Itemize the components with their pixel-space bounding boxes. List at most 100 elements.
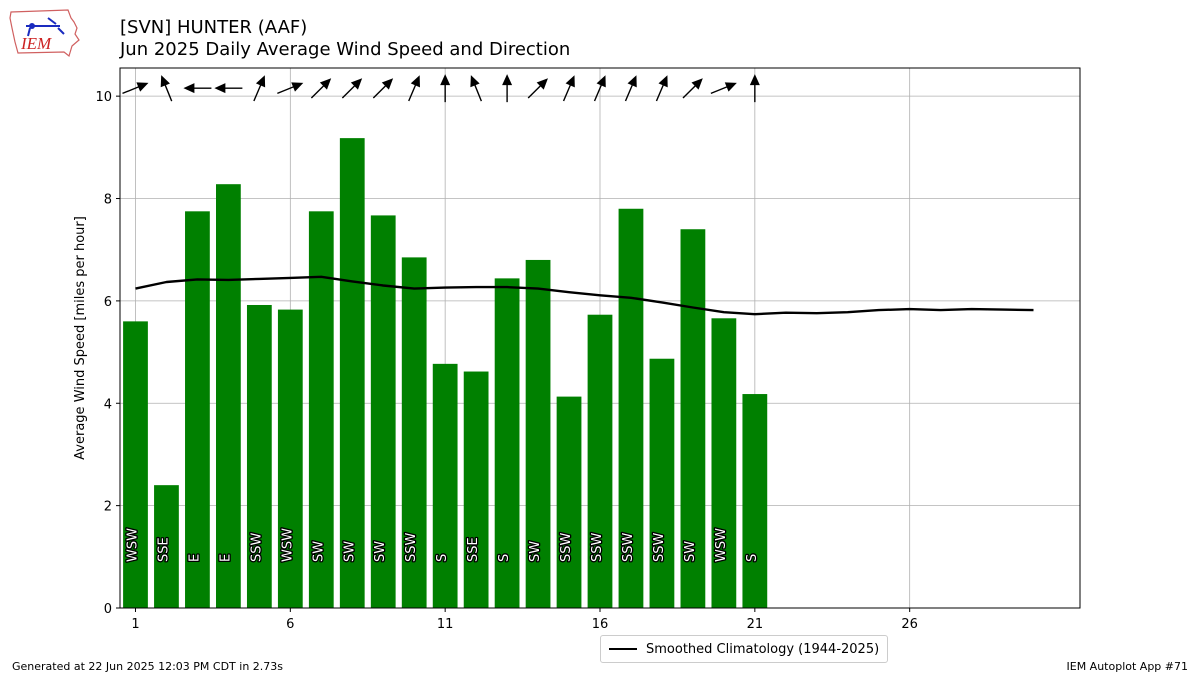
direction-arrow-icon (749, 74, 760, 103)
y-axis-label: Average Wind Speed [miles per hour] (73, 216, 88, 460)
direction-arrow-icon (562, 75, 575, 102)
arrow-head (319, 78, 332, 90)
arrow-head (214, 83, 226, 94)
arrow-shaft (122, 86, 140, 95)
speed-bar (123, 321, 148, 608)
arrow-shaft (473, 84, 483, 102)
arrow-head (596, 75, 606, 88)
arrow-head (136, 82, 149, 92)
speed-bar (246, 304, 272, 608)
x-tick-label: 11 (437, 617, 454, 632)
arrow-shaft (164, 84, 173, 102)
direction-arrow-icon (655, 75, 668, 102)
arrow-head (183, 83, 195, 94)
chart-title: [SVN] HUNTER (AAF) (120, 17, 308, 38)
x-tick-label: 1 (131, 617, 139, 632)
x-tick-label: 26 (901, 617, 918, 632)
direction-label: SW (683, 541, 698, 562)
direction-label: SSE (156, 537, 171, 562)
climatology-line (135, 275, 1034, 316)
direction-arrow-icon (710, 82, 737, 95)
y-tick-label: 8 (104, 193, 112, 208)
speed-bar (277, 309, 303, 608)
direction-arrow-icon (183, 83, 212, 94)
direction-arrow-icon (502, 74, 513, 103)
arrow-head (724, 82, 737, 92)
direction-label: WSW (280, 528, 295, 562)
logo-text: IEM (20, 34, 52, 53)
speed-bar (401, 257, 427, 608)
iowa-state-outline-icon (9, 9, 80, 58)
y-tick-label: 4 (104, 397, 112, 412)
x-tick-label: 16 (592, 617, 609, 632)
iem-logo: IEM (9, 9, 80, 58)
arrow-shaft (527, 84, 542, 99)
speed-bar (216, 184, 241, 608)
y-tick-label: 10 (95, 90, 112, 105)
speed-bar (649, 358, 675, 608)
direction-arrow-icon (122, 82, 149, 95)
x-tick-label: 21 (747, 617, 764, 632)
speed-bar (432, 363, 458, 608)
chart-subtitle: Jun 2025 Daily Average Wind Speed and Di… (120, 39, 571, 60)
arrow-shaft (710, 86, 728, 95)
speed-bar (185, 211, 210, 608)
arrow-head (691, 78, 703, 90)
direction-label: SSW (249, 532, 264, 562)
direction-arrow-icon (277, 82, 304, 95)
y-tick-label: 0 (104, 602, 112, 617)
speed-bar (742, 394, 768, 608)
y-tick-label: 2 (104, 500, 112, 515)
legend-label: Smoothed Climatology (1944-2025) (646, 641, 880, 657)
direction-arrow-icon (310, 78, 332, 99)
arrow-head (502, 74, 513, 86)
speed-bars (123, 138, 768, 608)
direction-arrow-icon (624, 75, 637, 102)
speed-bar (711, 318, 737, 608)
climatology-line-layer (135, 275, 1034, 316)
direction-labels: WSW SSE E E SSW WSW SW SW SW SSW S SSE S SW SSW SSW SSW S… (124, 527, 761, 564)
arrow-head (565, 75, 575, 88)
direction-label: E (218, 554, 233, 562)
wind-vane-icon (26, 17, 65, 37)
direction-arrow-icon (372, 78, 394, 99)
direction-arrow-icon (408, 75, 420, 102)
arrow-head (658, 75, 668, 88)
direction-label: SSW (404, 532, 419, 562)
arrow-shaft (341, 84, 356, 99)
x-tick-label: 6 (286, 617, 294, 632)
arrow-shaft (310, 84, 325, 99)
speed-bar (587, 314, 613, 608)
speed-bar (618, 208, 644, 608)
speed-bar (370, 215, 396, 608)
arrow-head (350, 78, 363, 90)
direction-label: SSW (652, 532, 667, 562)
arrow-shaft (408, 84, 417, 102)
direction-label: SSW (621, 532, 636, 562)
direction-arrow-icon (527, 78, 548, 99)
speed-bar (154, 485, 179, 608)
direction-arrow-icon (593, 75, 606, 102)
direction-label: E (187, 554, 202, 562)
arrow-shaft (655, 84, 665, 102)
direction-arrow-icon (214, 83, 243, 94)
direction-label: WSW (714, 528, 729, 562)
arrow-head (160, 75, 170, 88)
arrow-shaft (372, 84, 387, 99)
arrow-head (381, 78, 394, 90)
arrow-shaft (277, 86, 295, 95)
speed-bar (680, 229, 706, 608)
direction-arrow-icon (440, 74, 451, 103)
direction-label: SW (311, 541, 326, 562)
direction-arrow-icon (470, 75, 483, 102)
arrow-head (536, 78, 548, 90)
speed-bar (463, 371, 489, 608)
arrow-head (291, 82, 304, 92)
arrow-head (440, 74, 451, 86)
direction-arrow-icon (682, 78, 703, 99)
direction-arrow-icon (341, 78, 363, 99)
arrow-shaft (593, 84, 603, 102)
arrow-shaft (253, 84, 262, 102)
